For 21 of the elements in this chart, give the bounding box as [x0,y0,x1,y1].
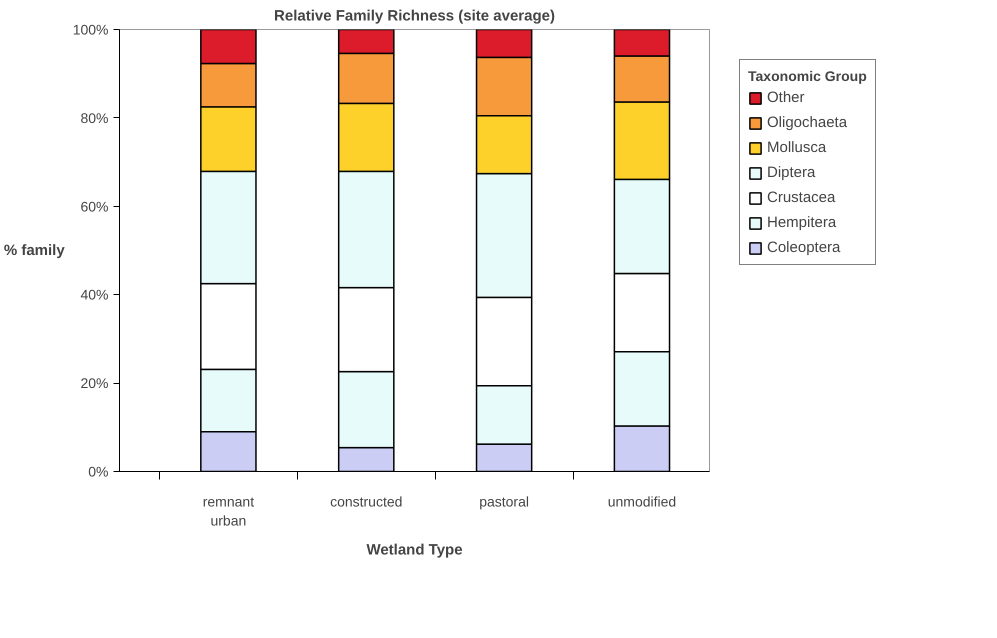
chart-title: Relative Family Richness (site average) [274,8,555,24]
legend-label: Hempitera [767,214,836,231]
x-tick-label: constructed [330,494,402,510]
legend-label: Oligochaeta [767,114,848,131]
x-axis-title: Wetland Type [366,542,463,559]
x-tick-label: unmodified [608,494,676,510]
legend-label: Crustacea [767,189,836,206]
legend-title: Taxonomic Group [748,68,867,84]
y-tick-label: 40% [80,286,109,303]
y-tick-label: 0% [88,464,108,480]
legend-label: Coleoptera [767,239,840,256]
x-tick-label: pastoral [479,494,530,510]
y-tick-label: 20% [80,375,109,392]
x-tick-label: remnant urban [202,494,254,529]
y-tick-label: 60% [80,198,109,214]
y-axis-title: % family [4,242,66,259]
legend-label: Diptera [767,164,816,181]
y-tick-label: 100% [72,22,109,38]
y-tick-label: 80% [80,110,109,126]
legend-label: Other [767,89,805,106]
legend-label: Mollusca [767,139,826,156]
